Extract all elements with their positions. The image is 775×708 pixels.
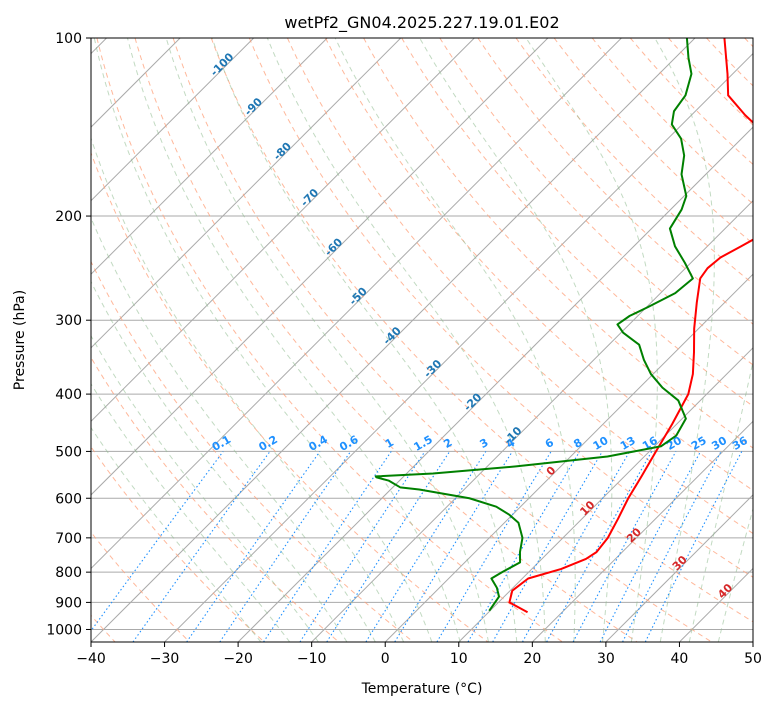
- isotherm-line: [237, 126, 753, 642]
- y-tick-label: 700: [55, 531, 82, 547]
- plot-background: [91, 38, 753, 642]
- mixing-ratio-line: [186, 451, 321, 642]
- y-tick-label: 500: [55, 444, 82, 460]
- moist-adiabat-line: [91, 136, 405, 642]
- mixing-ratio-line: [299, 451, 426, 642]
- isotherm-line: [91, 38, 328, 275]
- x-tick-label: −40: [76, 651, 106, 667]
- moist-adiabat-line: [91, 216, 376, 642]
- mixing-ratio-line: [132, 451, 271, 642]
- mixing-ratio-line: [263, 451, 392, 642]
- y-tick-label: 100: [55, 31, 82, 47]
- mixing-ratio-line: [91, 451, 224, 632]
- moist-adiabat-line: [91, 426, 262, 642]
- moist-adiabat-line: [93, 38, 433, 642]
- dry-adiabat-line: [91, 531, 191, 642]
- mixing-ratio-line: [546, 451, 653, 642]
- dewpoint-profile-line: [374, 38, 694, 612]
- isotherm-line: [91, 38, 475, 423]
- dry-adiabat-line: [439, 38, 753, 366]
- y-tick-label: 1000: [46, 622, 82, 638]
- temperature-profile-line: [508, 38, 753, 614]
- moist-adiabat-line: [211, 38, 518, 642]
- x-tick-label: 50: [744, 651, 762, 667]
- isotherm-line: [458, 347, 753, 642]
- dry-adiabat-line: [248, 38, 753, 578]
- isotherm-line: [605, 494, 753, 642]
- isotherm-line: [311, 199, 753, 642]
- moist-adiabat-line: [126, 38, 461, 642]
- y-tick-label: 300: [55, 313, 82, 329]
- y-tick-label: 900: [55, 595, 82, 611]
- plot-frame: [90, 37, 754, 643]
- isotherm-line: [91, 38, 549, 496]
- grid-layer: [91, 38, 753, 642]
- chart-title: wetPf2_GN04.2025.227.19.01.E02: [284, 13, 559, 33]
- mixing-ratio-line: [644, 451, 743, 642]
- moist-adiabat-line: [654, 38, 715, 642]
- mixing-ratio-line: [394, 451, 513, 642]
- dry-adiabat-line: [363, 38, 753, 449]
- dry-adiabat-line: [401, 38, 753, 407]
- x-axis-label: Temperature (°C): [361, 681, 483, 697]
- dry-adiabat-line: [210, 38, 753, 623]
- isotherm-line: [91, 38, 402, 349]
- dry-adiabat-line: [172, 38, 713, 642]
- isotherm-line: [531, 420, 753, 642]
- x-tick-label: 0: [381, 651, 390, 667]
- isotherm-line: [164, 52, 753, 642]
- isotherm-line: [91, 38, 696, 642]
- moist-adiabat-line: [266, 38, 546, 642]
- y-tick-label: 800: [55, 565, 82, 581]
- dry-adiabat-line: [629, 38, 753, 166]
- y-tick-label: 600: [55, 491, 82, 507]
- y-axis-label: Pressure (hPa): [12, 290, 28, 390]
- dry-adiabat-line: [96, 38, 563, 642]
- x-tick-label: −30: [150, 651, 180, 667]
- isotherm-line: [91, 38, 255, 202]
- isotherm-line: [384, 273, 753, 642]
- dry-adiabat-line: [591, 38, 753, 205]
- moist-adiabat-line: [525, 38, 658, 642]
- x-tick-label: −10: [297, 651, 327, 667]
- y-tick-label: 400: [55, 387, 82, 403]
- x-tick-label: −20: [223, 651, 253, 667]
- dry-adiabat-line: [91, 445, 265, 642]
- dry-adiabat-line: [91, 260, 414, 642]
- moist-adiabat-line: [91, 334, 319, 642]
- mixing-ratio-line: [521, 451, 631, 642]
- x-tick-label: 30: [597, 651, 615, 667]
- dry-adiabat-line: [515, 38, 753, 285]
- x-tick-label: 20: [523, 651, 541, 667]
- dry-adiabat-line: [477, 38, 753, 325]
- mixing-ratio-line: [326, 451, 451, 642]
- moist-adiabat-line: [419, 38, 613, 642]
- axis-ticks: −40 −30 −20 −10 0 10 20 30 40 50 100 200 300 400 500 60…: [46, 31, 762, 667]
- x-tick-label: 10: [450, 651, 468, 667]
- mixing-ratio-line: [572, 451, 677, 642]
- isotherm-line: [91, 38, 622, 570]
- moist-adiabat-line: [334, 38, 576, 642]
- mixing-ratio-line: [219, 451, 352, 642]
- profile-layer: [374, 38, 753, 614]
- x-tick-label: 40: [671, 651, 689, 667]
- moist-adiabat-line: [165, 38, 489, 642]
- moist-adiabat-line: [91, 382, 291, 642]
- y-tick-label: 200: [55, 209, 82, 225]
